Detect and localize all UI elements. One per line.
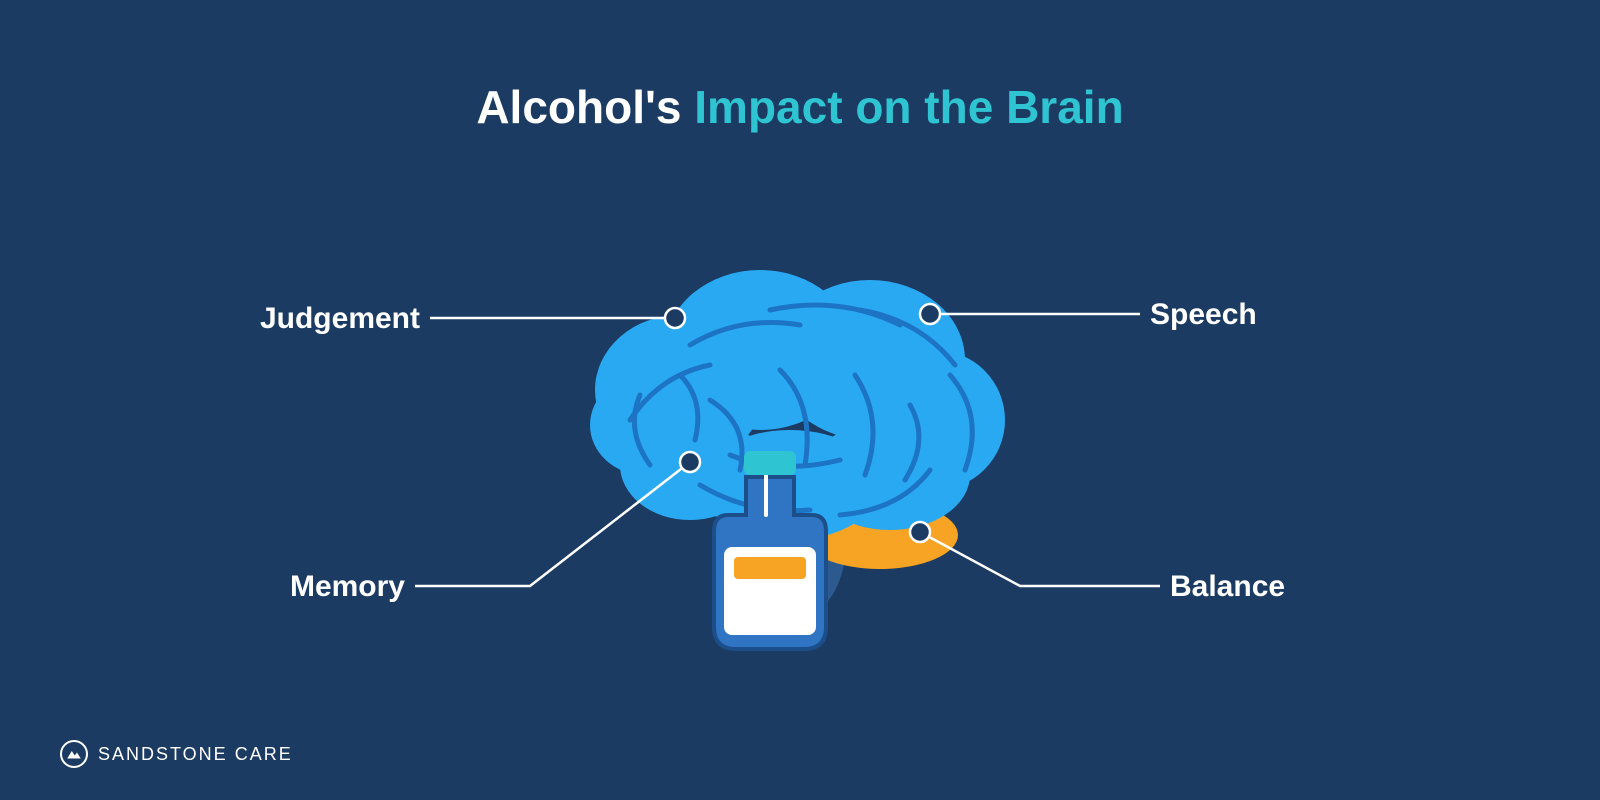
brain-illustration	[0, 0, 1600, 800]
callout-judgement: Judgement	[260, 302, 420, 336]
callout-memory: Memory	[290, 570, 405, 604]
callout-speech: Speech	[1150, 298, 1257, 332]
infographic-canvas: Alcohol's Impact on the Brain JudgementS…	[0, 0, 1600, 800]
brand-logo: SANDSTONE CARE	[60, 740, 293, 768]
logo-text: SANDSTONE CARE	[98, 744, 293, 765]
mountain-icon	[60, 740, 88, 768]
callout-balance: Balance	[1170, 570, 1285, 604]
